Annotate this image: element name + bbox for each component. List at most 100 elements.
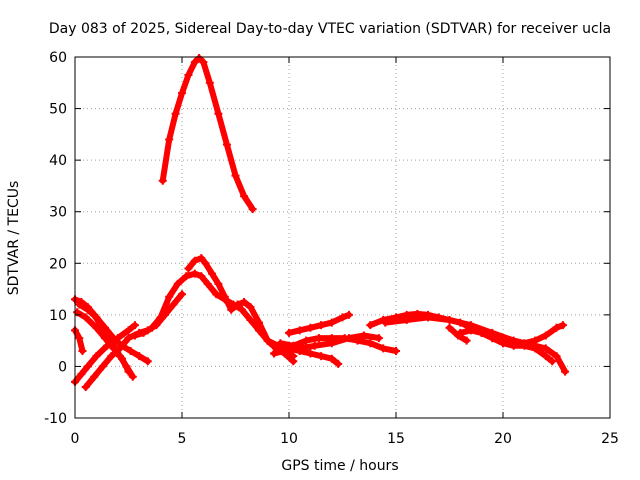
data-point (92, 352, 101, 361)
data-point (214, 109, 223, 118)
data-point (195, 54, 204, 63)
data-point (109, 344, 118, 353)
data-point (240, 297, 249, 306)
data-point (184, 264, 193, 273)
data-point (205, 78, 214, 87)
data-point (113, 334, 122, 343)
data-point (227, 305, 236, 314)
data-point (285, 328, 293, 337)
data-point (78, 346, 87, 355)
axis-ticks (74, 56, 611, 419)
data-point (327, 339, 336, 348)
series-arc-f (73, 308, 133, 376)
data-point (477, 328, 486, 337)
data-point (98, 362, 107, 371)
data-point (289, 352, 298, 361)
plot-frame (74, 56, 611, 419)
data-point (178, 290, 186, 299)
data-point (158, 176, 167, 185)
data-point (295, 344, 304, 353)
x-tick-label: 25 (601, 431, 619, 447)
data-point (178, 89, 186, 98)
data-point (488, 334, 497, 343)
data-point (173, 279, 182, 288)
data-point (197, 272, 206, 281)
data-point (124, 326, 133, 335)
y-tick-label: 60 (49, 50, 67, 66)
data-point (233, 300, 242, 309)
y-tick-label: 50 (49, 102, 67, 118)
data-point (552, 323, 561, 332)
data-point (184, 71, 193, 80)
series-arc-j (285, 310, 353, 337)
data-point (344, 334, 353, 343)
series-line (72, 322, 138, 385)
data-point (160, 310, 169, 319)
series-line (277, 335, 399, 354)
series-arc-o (445, 323, 471, 345)
data-point (263, 336, 272, 345)
data-point (327, 318, 336, 327)
data-point (295, 326, 304, 335)
data-point (338, 313, 347, 322)
y-tick-label: -10 (44, 411, 67, 427)
data-point (182, 272, 191, 281)
data-point (143, 357, 152, 366)
data-point (541, 331, 550, 340)
data-point (165, 292, 174, 301)
data-point (152, 321, 161, 330)
data-point (327, 354, 336, 363)
x-axis-label: GPS time / hours (281, 458, 398, 474)
data-point (531, 344, 540, 353)
data-point (454, 331, 463, 340)
data-point (240, 192, 249, 201)
data-point (190, 256, 199, 265)
data-point (379, 344, 388, 353)
data-point (126, 346, 135, 355)
data-point (314, 334, 323, 343)
data-point (392, 346, 400, 355)
y-tick-label: 30 (49, 205, 67, 221)
data-point (165, 135, 174, 144)
data-point (130, 321, 139, 330)
data-point (334, 359, 343, 368)
data-point (169, 300, 178, 309)
data-point (561, 367, 570, 376)
x-tick-label: 0 (71, 431, 80, 447)
data-point (83, 305, 92, 314)
data-point (92, 313, 101, 322)
data-point (220, 292, 229, 301)
data-point (81, 313, 90, 322)
x-tick-label: 10 (280, 431, 298, 447)
chart-title: Day 083 of 2025, Sidereal Day-to-day VTE… (49, 21, 611, 37)
series-arc-peak (158, 54, 257, 214)
data-point (248, 205, 257, 214)
data-point (317, 352, 326, 361)
data-point (231, 171, 240, 180)
data-point (171, 109, 180, 118)
data-point (317, 321, 326, 330)
data-point (212, 290, 221, 299)
data-point (445, 323, 454, 332)
data-point (520, 341, 529, 350)
data-point (424, 313, 433, 322)
data-point (381, 318, 390, 327)
x-tick-label: 20 (494, 431, 512, 447)
data-point (306, 323, 315, 332)
data-point (548, 357, 557, 366)
x-tick-label: 5 (178, 431, 187, 447)
data-point (197, 254, 206, 263)
data-point (207, 269, 216, 278)
y-tick-label: 10 (49, 308, 67, 324)
data-point (190, 58, 199, 67)
data-point (92, 323, 101, 332)
data-point (445, 316, 454, 325)
data-point (90, 372, 99, 381)
series-line (159, 55, 256, 213)
data-point (190, 269, 199, 278)
data-point (222, 140, 231, 149)
data-point (81, 383, 90, 392)
